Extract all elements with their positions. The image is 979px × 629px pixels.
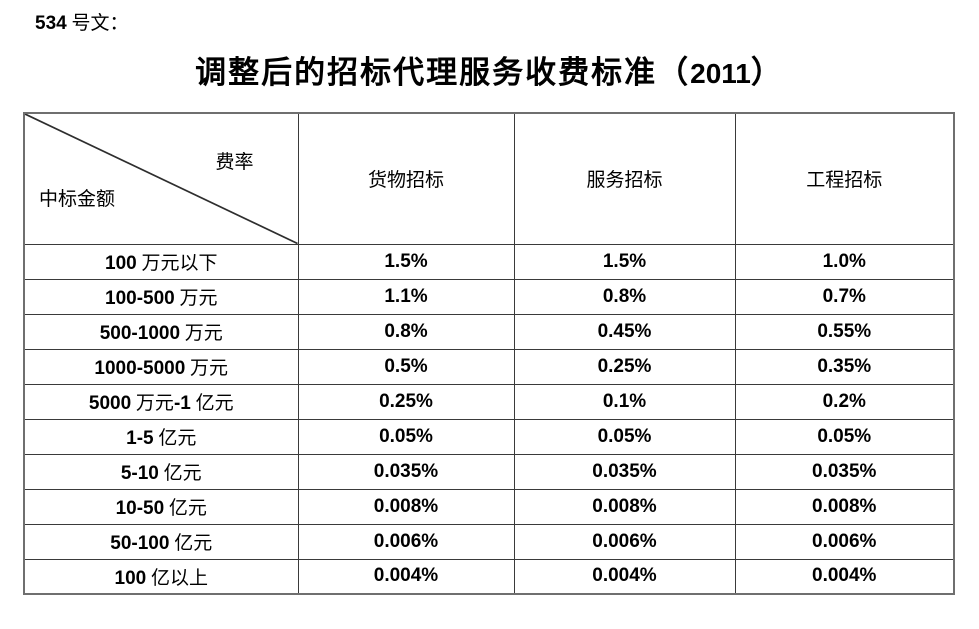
table-row: 1-5 亿元 0.05% 0.05% 0.05% — [23, 418, 955, 455]
table-row: 5-10 亿元 0.035% 0.035% 0.035% — [23, 453, 955, 490]
rate-value-cell: 0.006% — [297, 523, 515, 560]
rate-value-cell: 0.1% — [513, 383, 736, 420]
rate-value-cell: 0.8% — [297, 313, 515, 350]
rate-value-cell: 0.004% — [734, 558, 955, 595]
row-label-amount-range: 1000-5000 万元 — [23, 348, 299, 385]
rate-value-cell: 0.004% — [513, 558, 736, 595]
rate-value-cell: 0.006% — [734, 523, 955, 560]
fee-table-body: 100 万元以下 1.5% 1.5% 1.0% 100-500 万元 1.1% 0.8% 0.… — [23, 243, 955, 595]
rate-value-cell: 0.35% — [734, 348, 955, 385]
doc-number-label: 534 号文： — [35, 13, 129, 34]
column-header-service-bidding: 服务招标 — [513, 112, 736, 245]
rate-value-cell: 0.55% — [734, 313, 955, 350]
row-label-amount-range: 5-10 亿元 — [23, 453, 299, 490]
rate-value-cell: 0.2% — [734, 383, 955, 420]
row-label-amount-range: 500-1000 万元 — [23, 313, 299, 350]
rate-value-cell: 1.5% — [297, 243, 515, 280]
row-label-amount-range: 1-5 亿元 — [23, 418, 299, 455]
diagonal-divider-line — [25, 114, 297, 243]
rate-value-cell: 0.45% — [513, 313, 736, 350]
corner-label-bid-amount: 中标金额 — [39, 188, 116, 210]
table-row: 500-1000 万元 0.8% 0.45% 0.55% — [23, 313, 955, 350]
table-row: 100 万元以下 1.5% 1.5% 1.0% — [23, 243, 955, 280]
rate-value-cell: 0.035% — [734, 453, 955, 490]
rate-value-cell: 0.5% — [297, 348, 515, 385]
fee-table: 费率 中标金额 货物招标 服务招标 工程招标 100 万元以下 1.5% 1.5% 1… — [23, 112, 955, 595]
table-row: 50-100 亿元 0.006% 0.006% 0.006% — [23, 523, 955, 560]
rate-value-cell: 0.004% — [297, 558, 515, 595]
table-header-row: 费率 中标金额 货物招标 服务招标 工程招标 — [23, 112, 955, 245]
rate-value-cell: 0.008% — [513, 488, 736, 525]
row-label-amount-range: 50-100 亿元 — [23, 523, 299, 560]
rate-value-cell: 0.25% — [513, 348, 736, 385]
table-row: 100 亿以上 0.004% 0.004% 0.004% — [23, 558, 955, 595]
rate-value-cell: 0.7% — [734, 278, 955, 315]
table-row: 10-50 亿元 0.008% 0.008% 0.008% — [23, 488, 955, 525]
column-header-engineering-bidding: 工程招标 — [734, 112, 955, 245]
table-row: 5000 万元-1 亿元 0.25% 0.1% 0.2% — [23, 383, 955, 420]
row-label-amount-range: 100-500 万元 — [23, 278, 299, 315]
rate-value-cell: 1.1% — [297, 278, 515, 315]
row-label-amount-range: 5000 万元-1 亿元 — [23, 383, 299, 420]
page-title: 调整后的招标代理服务收费标准（2011） — [195, 55, 784, 90]
rate-value-cell: 0.05% — [297, 418, 515, 455]
table-row: 100-500 万元 1.1% 0.8% 0.7% — [23, 278, 955, 315]
rate-value-cell: 0.05% — [513, 418, 736, 455]
rate-value-cell: 0.25% — [297, 383, 515, 420]
row-label-amount-range: 10-50 亿元 — [23, 488, 299, 525]
rate-value-cell: 0.006% — [513, 523, 736, 560]
row-label-amount-range: 100 万元以下 — [23, 243, 299, 280]
column-header-goods-bidding: 货物招标 — [297, 112, 515, 245]
row-label-amount-range: 100 亿以上 — [23, 558, 299, 595]
rate-value-cell: 0.008% — [734, 488, 955, 525]
rate-value-cell: 0.05% — [734, 418, 955, 455]
rate-value-cell: 1.5% — [513, 243, 736, 280]
rate-value-cell: 0.035% — [297, 453, 515, 490]
corner-header-cell: 费率 中标金额 — [23, 112, 299, 245]
rate-value-cell: 0.035% — [513, 453, 736, 490]
corner-label-rate: 费率 — [215, 152, 254, 173]
rate-value-cell: 0.8% — [513, 278, 736, 315]
rate-value-cell: 0.008% — [297, 488, 515, 525]
table-row: 1000-5000 万元 0.5% 0.25% 0.35% — [23, 348, 955, 385]
rate-value-cell: 1.0% — [734, 243, 955, 280]
